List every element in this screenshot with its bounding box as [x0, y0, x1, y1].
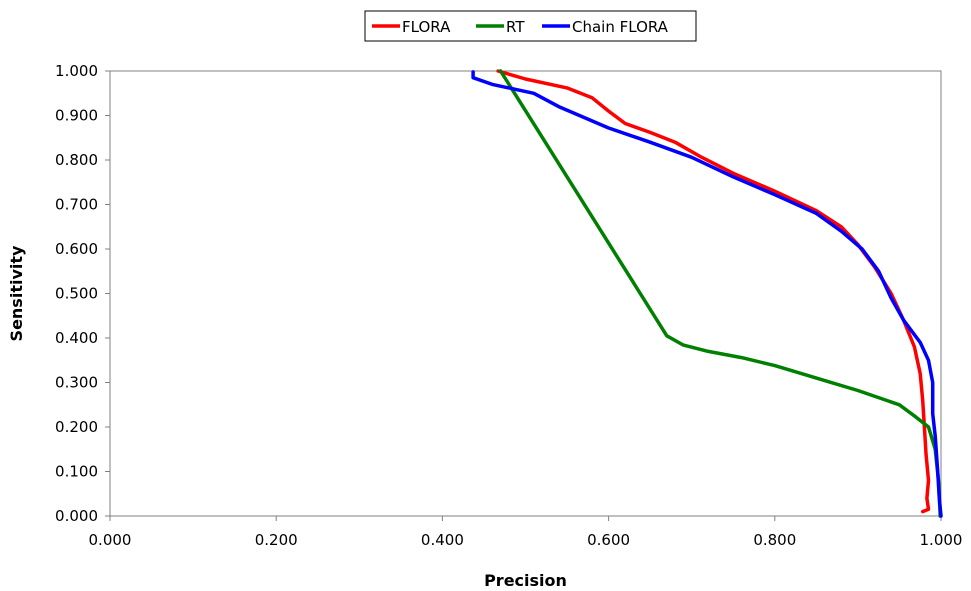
plot-area-frame — [109, 70, 942, 517]
y-tick-label: 0.400 — [55, 329, 98, 347]
x-tick-label: 0.200 — [255, 531, 298, 549]
y-tick-label: 0.700 — [55, 196, 98, 214]
y-tick-label: 0.200 — [55, 418, 98, 436]
legend-box — [364, 10, 697, 42]
y-tick-label: 0.100 — [55, 463, 98, 481]
y-tick-label: 0.000 — [55, 507, 98, 525]
series-line-flora — [496, 69, 931, 514]
x-tick-label: 0.000 — [89, 531, 132, 549]
series-line-rt — [498, 69, 942, 518]
x-axis: 0.000 0.200 0.400 0.600 0.800 1.000 — [89, 516, 963, 549]
series-line-chain-flora — [471, 70, 943, 518]
y-tick-label: 0.900 — [55, 107, 98, 125]
y-axis: 0.000 0.100 0.200 0.300 0.400 0.500 0.600 0.700… — [55, 62, 110, 525]
x-tick-label: 0.800 — [753, 531, 796, 549]
series-group — [471, 69, 943, 518]
y-tick-label: 0.500 — [55, 285, 98, 303]
x-tick-label: 1.000 — [920, 531, 963, 549]
x-tick-label: 0.600 — [587, 531, 630, 549]
y-tick-label: 0.600 — [55, 240, 98, 258]
legend-label: Chain FLORA — [572, 18, 669, 36]
legend-label: RT — [506, 18, 525, 36]
y-axis-title: Sensitivity — [7, 245, 26, 341]
y-tick-label: 0.300 — [55, 374, 98, 392]
y-tick-label: 0.800 — [55, 151, 98, 169]
legend-label: FLORA — [402, 18, 451, 36]
y-tick-label: 1.000 — [55, 62, 98, 80]
legend: FLORA RT Chain FLORA — [364, 10, 697, 42]
x-tick-label: 0.400 — [421, 531, 464, 549]
x-axis-title: Precision — [484, 571, 567, 590]
